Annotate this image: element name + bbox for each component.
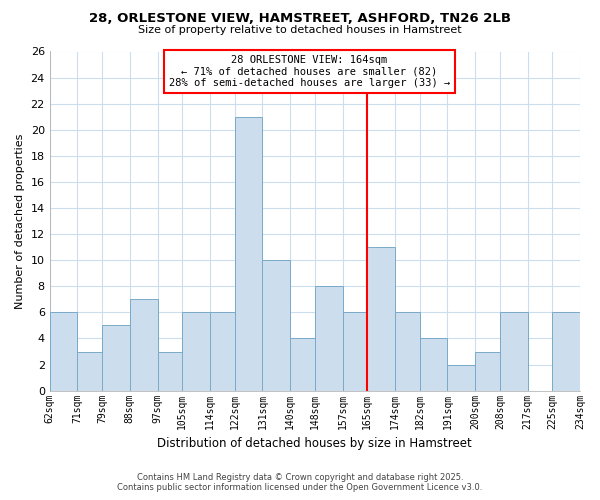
Text: 28, ORLESTONE VIEW, HAMSTREET, ASHFORD, TN26 2LB: 28, ORLESTONE VIEW, HAMSTREET, ASHFORD, … xyxy=(89,12,511,26)
Text: Contains HM Land Registry data © Crown copyright and database right 2025.
Contai: Contains HM Land Registry data © Crown c… xyxy=(118,473,482,492)
Bar xyxy=(182,312,210,390)
Bar xyxy=(262,260,290,390)
Text: 28 ORLESTONE VIEW: 164sqm
← 71% of detached houses are smaller (82)
28% of semi-: 28 ORLESTONE VIEW: 164sqm ← 71% of detac… xyxy=(169,55,450,88)
Bar xyxy=(235,116,262,390)
Bar xyxy=(343,312,367,390)
Bar xyxy=(158,352,182,391)
Bar xyxy=(419,338,448,390)
Bar xyxy=(475,352,500,391)
Text: Size of property relative to detached houses in Hamstreet: Size of property relative to detached ho… xyxy=(138,25,462,35)
X-axis label: Distribution of detached houses by size in Hamstreet: Distribution of detached houses by size … xyxy=(157,437,472,450)
Bar xyxy=(448,364,475,390)
Bar xyxy=(210,312,235,390)
Bar xyxy=(315,286,343,391)
Bar xyxy=(130,300,158,390)
Y-axis label: Number of detached properties: Number of detached properties xyxy=(15,134,25,309)
Bar xyxy=(395,312,419,390)
Bar xyxy=(290,338,315,390)
Bar xyxy=(552,312,580,390)
Bar xyxy=(50,312,77,390)
Bar xyxy=(367,247,395,390)
Bar xyxy=(500,312,527,390)
Bar xyxy=(102,326,130,390)
Bar xyxy=(77,352,102,391)
